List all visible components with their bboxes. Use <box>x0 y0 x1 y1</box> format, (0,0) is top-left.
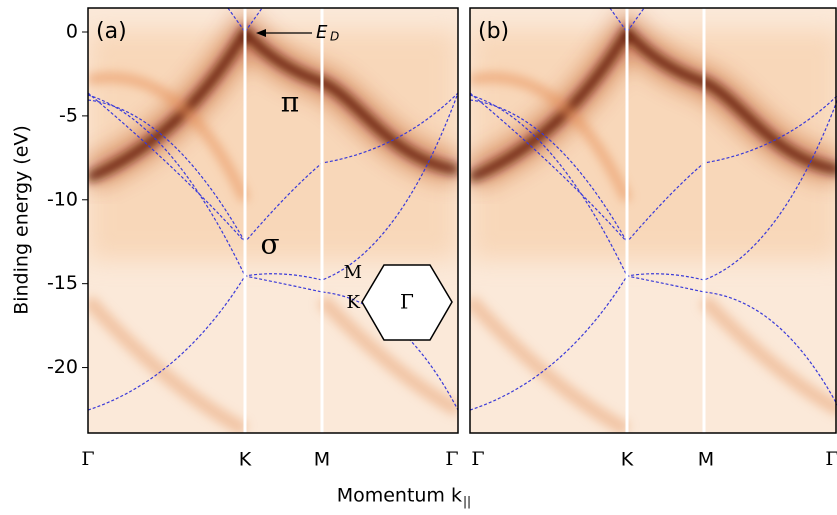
dirac-label: E <box>316 22 328 43</box>
y-tick-label: 0 <box>66 20 78 42</box>
x-tick-label: Γ <box>445 448 458 470</box>
x-tick-label: K <box>621 449 634 471</box>
hex-k: K <box>347 292 361 313</box>
panel-a-frame <box>87 7 459 434</box>
x-tick-label: M <box>698 449 714 471</box>
x-axis-label-sub: || <box>463 495 471 509</box>
x-tick-label: Γ <box>81 448 94 470</box>
y-tick-label: -10 <box>47 188 78 210</box>
x-tick-label: K <box>239 449 252 471</box>
hex-gamma: Γ <box>400 290 414 314</box>
x-tick-label: Γ <box>825 448 837 470</box>
hex-m: M <box>344 262 362 283</box>
brillouin-zone <box>361 264 453 341</box>
dirac-sub: D <box>330 30 339 44</box>
x-axis-label: Momentum k <box>337 485 462 507</box>
panel-label: (a) <box>96 19 127 44</box>
y-tick-label: -15 <box>47 272 78 294</box>
y-tick-label: -20 <box>47 356 78 378</box>
y-tick-label: -5 <box>59 104 78 126</box>
dirac-arrowhead <box>256 29 266 37</box>
panel-b-image <box>470 4 837 433</box>
x-tick-label: Γ <box>471 448 484 470</box>
panel-a-image <box>88 4 458 433</box>
panel-label: (b) <box>478 19 509 44</box>
x-tick-label: M <box>314 449 330 471</box>
pi-label: π <box>281 86 299 119</box>
y-axis-label: Binding energy (eV) <box>11 125 33 315</box>
sigma-label: σ <box>260 228 279 261</box>
panel-b-frame <box>469 7 837 434</box>
